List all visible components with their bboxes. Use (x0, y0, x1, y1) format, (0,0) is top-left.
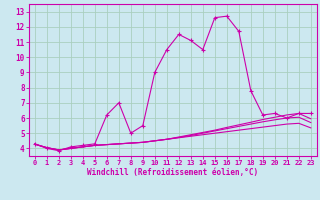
X-axis label: Windchill (Refroidissement éolien,°C): Windchill (Refroidissement éolien,°C) (87, 168, 258, 177)
